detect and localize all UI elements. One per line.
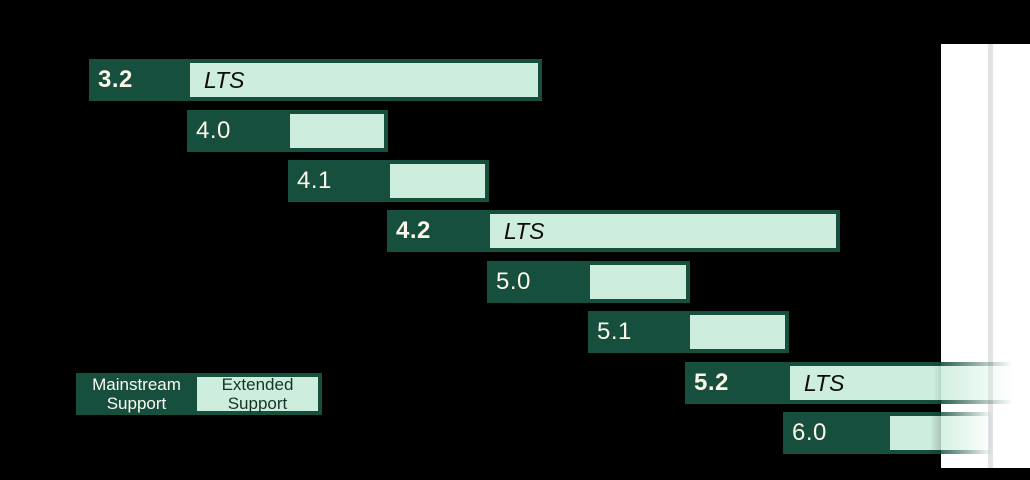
version-bar-4-0: 4.0 <box>187 110 388 152</box>
legend-extended-line2: Support <box>227 394 288 413</box>
version-label: 4.2 <box>396 217 431 244</box>
legend-extended: Extended Support <box>197 375 318 413</box>
version-bar-5-0: 5.0 <box>487 261 690 303</box>
version-bar-5-1: 5.1 <box>588 311 789 353</box>
lts-label: LTS <box>804 369 845 396</box>
version-label: 5.1 <box>597 318 632 345</box>
version-label: 5.2 <box>694 369 729 396</box>
version-label: 4.0 <box>196 117 231 144</box>
version-bar-6-0: 6.0 <box>783 412 993 454</box>
extended-segment: LTS <box>190 63 538 97</box>
extended-segment <box>390 164 485 198</box>
version-bar-4-2: 4.2 LTS <box>387 210 840 252</box>
legend: Mainstream Support Extended Support <box>76 373 322 415</box>
lts-label: LTS <box>204 66 245 93</box>
extended-segment: LTS <box>790 366 1026 400</box>
legend-mainstream-line2: Support <box>106 394 167 413</box>
extended-segment <box>590 265 686 299</box>
extended-segment: LTS <box>490 214 836 248</box>
legend-mainstream-line1: Mainstream <box>92 375 181 394</box>
legend-extended-line1: Extended <box>221 375 294 394</box>
legend-mainstream: Mainstream Support <box>76 373 197 415</box>
version-bar-5-2: 5.2 LTS <box>685 362 1030 404</box>
version-label: 4.1 <box>297 167 332 194</box>
extended-segment <box>290 114 384 148</box>
extended-segment <box>690 315 785 349</box>
version-label: 3.2 <box>98 66 133 93</box>
version-label: 6.0 <box>792 419 827 446</box>
version-bar-4-1: 4.1 <box>288 160 489 202</box>
version-bar-3-2: 3.2 LTS <box>89 59 542 101</box>
lts-label: LTS <box>504 217 545 244</box>
milestone-line <box>988 44 993 468</box>
version-label: 5.0 <box>496 268 531 295</box>
extended-segment <box>890 416 989 450</box>
